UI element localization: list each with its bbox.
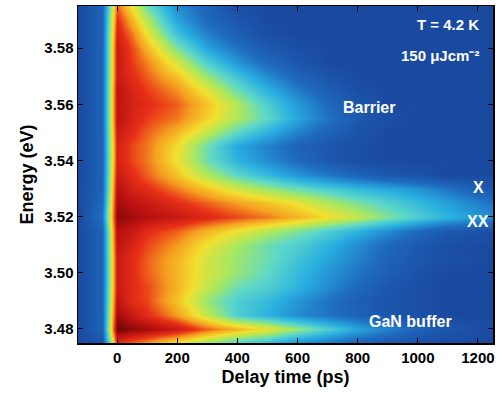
svg-text:Delay time (ps): Delay time (ps): [221, 367, 349, 387]
svg-text:1200: 1200: [461, 349, 494, 366]
svg-text:Barrier: Barrier: [343, 99, 395, 116]
svg-text:X: X: [473, 179, 484, 196]
svg-text:1000: 1000: [401, 349, 434, 366]
svg-text:400: 400: [225, 349, 250, 366]
svg-text:3.56: 3.56: [44, 96, 73, 113]
svg-text:0: 0: [113, 349, 121, 366]
svg-text:3.54: 3.54: [44, 152, 74, 169]
svg-text:150 μJcm⁻²: 150 μJcm⁻²: [401, 47, 479, 64]
svg-text:T = 4.2 K: T = 4.2 K: [417, 16, 479, 33]
svg-text:600: 600: [285, 349, 310, 366]
svg-text:200: 200: [165, 349, 190, 366]
svg-text:3.58: 3.58: [44, 39, 73, 56]
svg-text:Energy (eV): Energy (eV): [17, 124, 37, 224]
svg-text:3.50: 3.50: [44, 264, 73, 281]
svg-text:XX: XX: [467, 213, 489, 230]
svg-text:3.52: 3.52: [44, 208, 73, 225]
svg-text:800: 800: [345, 349, 370, 366]
svg-text:GaN buffer: GaN buffer: [369, 313, 452, 330]
svg-text:3.48: 3.48: [44, 320, 73, 337]
